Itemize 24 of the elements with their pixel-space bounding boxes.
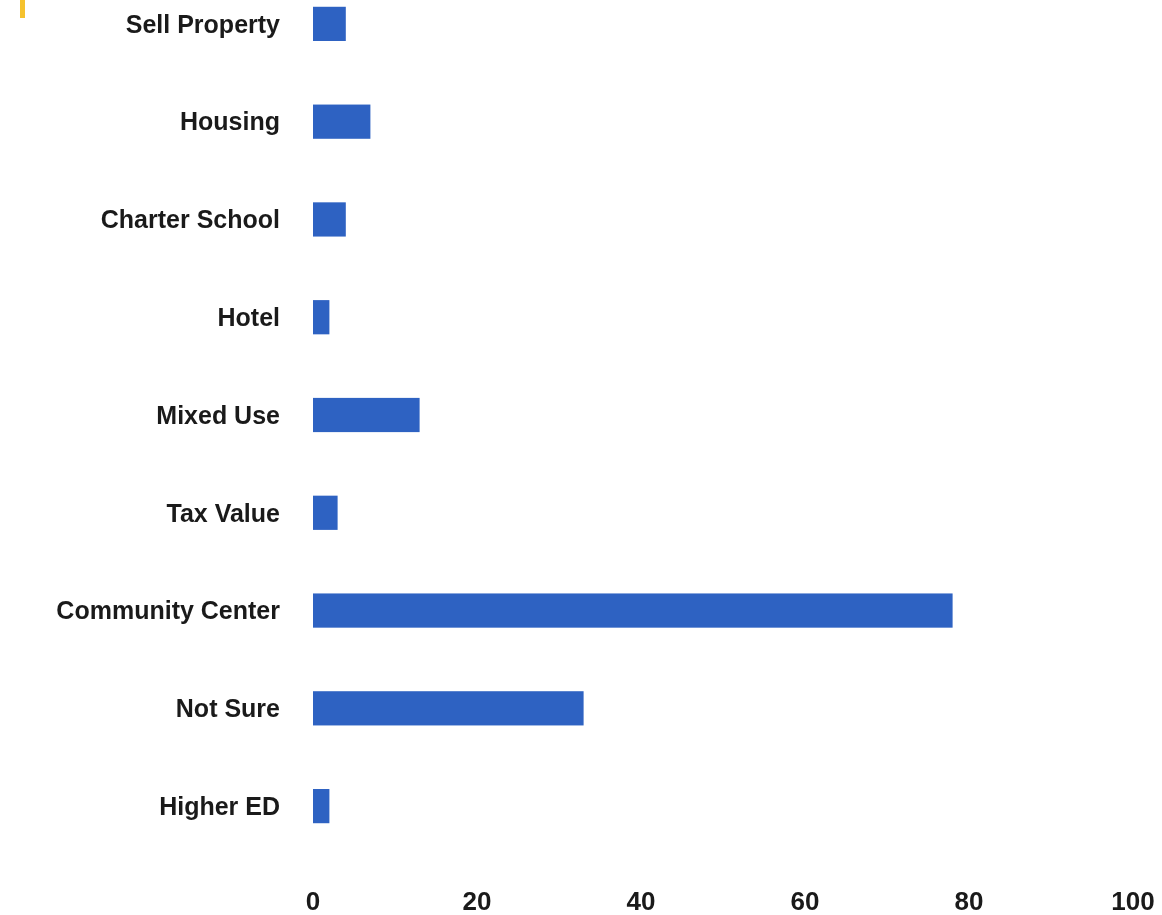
x-tick-label: 40 (626, 886, 656, 915)
bar (313, 397, 420, 433)
y-tick-label: Tax Value (166, 498, 281, 527)
y-tick-label: Hotel (217, 302, 280, 331)
bar (313, 202, 346, 237)
y-tick-label: Mixed Use (156, 400, 281, 429)
x-tick-label: 80 (954, 886, 984, 915)
bar (313, 593, 953, 628)
bar (313, 300, 330, 335)
y-tick-label: Higher ED (159, 791, 280, 820)
x-tick-label: 20 (462, 886, 492, 915)
bar (313, 495, 338, 530)
x-tick-label: 0 (305, 886, 321, 915)
bar (313, 789, 330, 824)
y-tick-label: Community Center (56, 596, 281, 625)
y-tick-label: Not Sure (175, 694, 281, 723)
y-tick-label: Sell Property (125, 9, 281, 38)
y-tick-label: Charter School (100, 205, 280, 234)
bar (313, 104, 371, 139)
y-tick-label: Housing (180, 107, 280, 136)
x-tick-label: 100 (1111, 886, 1155, 915)
x-tick-label: 60 (790, 886, 820, 915)
bar (313, 6, 346, 41)
bar (313, 691, 584, 726)
